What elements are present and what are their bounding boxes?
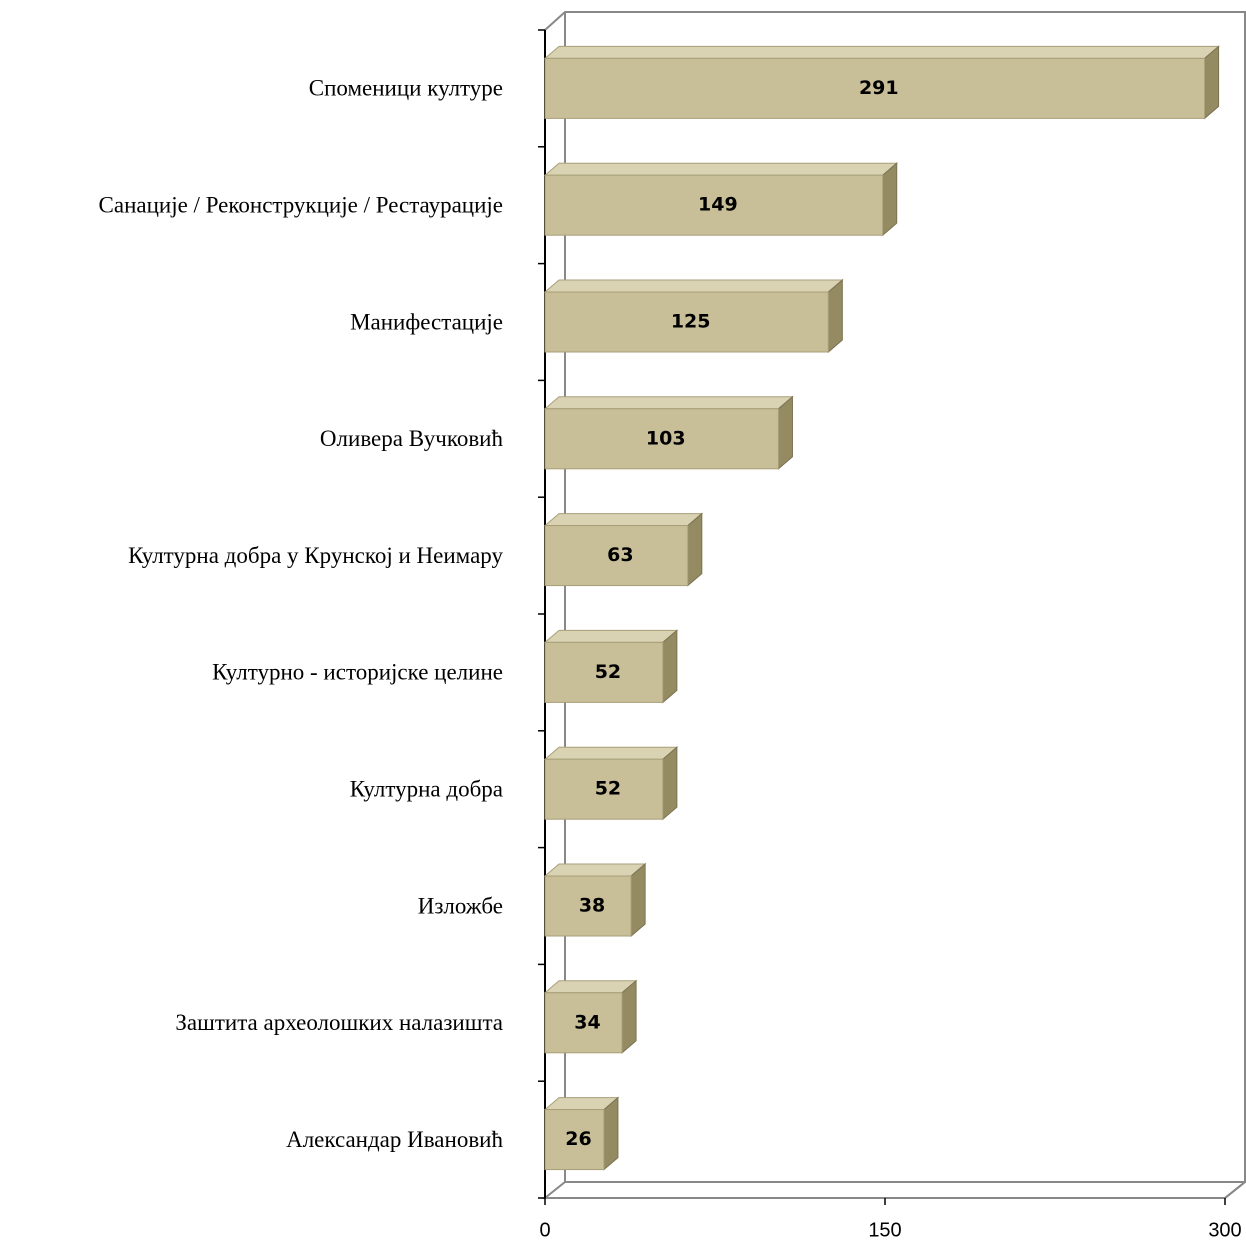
value-label: 34 (574, 1011, 600, 1033)
bar-top (543, 396, 794, 410)
bar-top (543, 279, 844, 293)
value-label: 149 (698, 194, 738, 216)
y-tick-label: Споменици културе (309, 76, 503, 101)
bar-top (543, 629, 679, 643)
bar-top (543, 863, 647, 877)
bar-side (630, 862, 646, 938)
bar-top (543, 980, 638, 994)
bar-top (543, 45, 1220, 59)
bar-side (662, 629, 678, 704)
bar-top (543, 746, 679, 760)
value-label: 63 (607, 544, 633, 566)
bar-side (882, 162, 898, 237)
bar-side (687, 512, 703, 587)
value-label: 52 (595, 778, 621, 800)
value-label: 291 (859, 77, 899, 99)
value-label: 103 (646, 427, 686, 449)
y-tick-label: Александар Ивановић (286, 1127, 503, 1152)
bar (544, 291, 829, 353)
x-tick-label: 0 (539, 1219, 550, 1240)
value-label: 26 (565, 1128, 591, 1150)
y-tick-label: Културна добра у Крунској и Неимару (128, 543, 503, 568)
bar-side (1204, 45, 1220, 120)
bar-top (543, 162, 899, 176)
bar (544, 992, 623, 1054)
y-tick-label: Оливера Вучковић (320, 426, 504, 451)
bar (544, 57, 1206, 119)
x-tick-label: 300 (1208, 1219, 1241, 1240)
bar (544, 641, 664, 703)
y-tick-label: Културно - историјске целине (212, 660, 503, 685)
bar (544, 174, 884, 236)
value-label: 125 (671, 311, 711, 333)
bar (544, 758, 664, 820)
x-tick-label: 150 (868, 1219, 901, 1240)
y-tick-label: Санације / Реконструкције / Рестаурације (99, 192, 503, 217)
bar-side (662, 746, 678, 821)
bar-top (543, 513, 704, 527)
y-tick-label: Манифестације (350, 309, 503, 334)
value-label: 52 (595, 661, 621, 683)
y-tick-label: Културна добра (350, 776, 503, 801)
y-tick-label: Заштита археолошких налазишта (175, 1010, 503, 1035)
bar (544, 875, 632, 937)
y-tick-label: Изложбе (418, 893, 503, 918)
bar-side (827, 278, 843, 354)
bar-side (603, 1096, 619, 1171)
bar (544, 525, 689, 587)
bar-side (777, 395, 793, 470)
bar (544, 1109, 605, 1171)
bar (544, 408, 779, 470)
floor (542, 1181, 1246, 1199)
bar-side (621, 979, 637, 1054)
value-label: 38 (579, 895, 605, 917)
